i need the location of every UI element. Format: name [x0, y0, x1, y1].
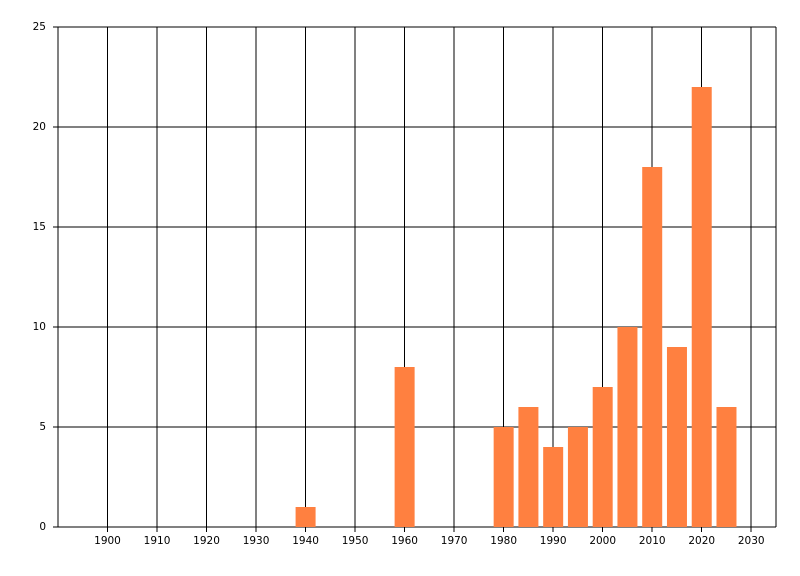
bar	[642, 167, 663, 527]
y-tick-label: 20	[33, 121, 46, 133]
bar	[295, 507, 316, 527]
x-tick-label: 1960	[391, 535, 418, 547]
x-tick-label: 2030	[738, 535, 765, 547]
x-tick-label: 2010	[639, 535, 666, 547]
y-tick-label: 25	[33, 21, 46, 33]
x-tick-label: 2020	[688, 535, 715, 547]
y-tick-label: 10	[33, 321, 46, 333]
bar	[666, 347, 687, 527]
y-tick-label: 15	[33, 221, 46, 233]
x-tick-label: 1980	[490, 535, 517, 547]
bar	[716, 407, 737, 527]
x-tick-label: 1920	[193, 535, 220, 547]
bar	[617, 327, 638, 527]
x-tick-label: 1950	[342, 535, 369, 547]
bar	[592, 387, 613, 527]
bar	[493, 427, 514, 527]
y-tick-label: 0	[39, 521, 46, 533]
bar	[691, 87, 712, 527]
bar	[543, 447, 564, 527]
x-tick-label: 1990	[540, 535, 567, 547]
x-tick-label: 1910	[144, 535, 171, 547]
bar	[567, 427, 588, 527]
bar	[394, 367, 415, 527]
x-tick-label: 2000	[589, 535, 616, 547]
y-tick-label: 5	[39, 421, 46, 433]
x-tick-label: 1940	[292, 535, 319, 547]
x-tick-label: 1930	[243, 535, 270, 547]
x-tick-label: 1900	[94, 535, 121, 547]
bar	[518, 407, 539, 527]
x-tick-label: 1970	[441, 535, 468, 547]
